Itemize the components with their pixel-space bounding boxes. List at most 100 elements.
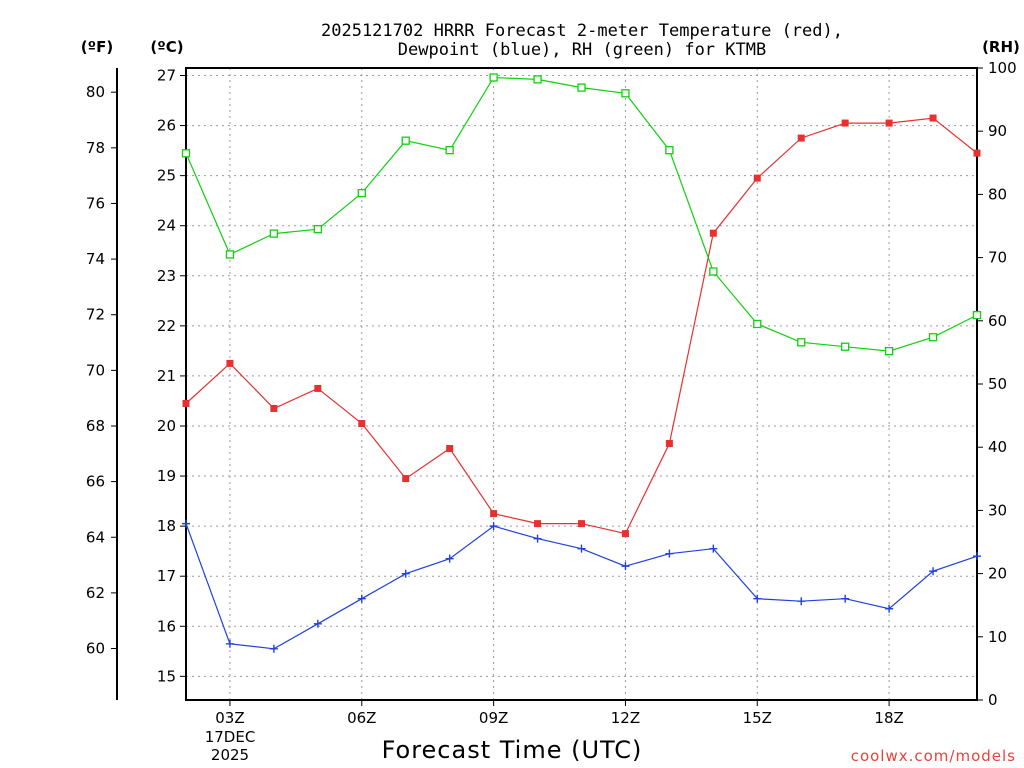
fahrenheit-axis-label: (ºF) xyxy=(81,38,113,56)
fahrenheit-ticks: 60 62 64 66 68 70 72 74 76 78 80 xyxy=(86,83,117,658)
fahrenheit-tick-label: 60 xyxy=(86,640,105,658)
relative_humidity-point xyxy=(665,146,674,155)
x-tick-label: 06Z xyxy=(347,709,376,727)
relative_humidity-point xyxy=(928,333,938,342)
rh-tick-label: 10 xyxy=(988,628,1007,646)
relative_humidity-point xyxy=(621,89,630,98)
dewpoint-point xyxy=(709,544,718,553)
date-label-day: 17DEC xyxy=(205,728,256,746)
rh-axis-label: (RH) xyxy=(982,38,1020,56)
dewpoint-point xyxy=(841,594,850,603)
relative_humidity-point xyxy=(841,342,850,351)
series-lines xyxy=(185,76,978,650)
temperature-point xyxy=(402,475,410,483)
dewpoint-point xyxy=(225,639,234,648)
celsius-tick-label: 25 xyxy=(157,167,176,185)
celsius-tick-label: 19 xyxy=(157,467,176,485)
fahrenheit-tick-label: 76 xyxy=(86,194,105,212)
temperature-point xyxy=(885,119,893,127)
rh-tick-label: 60 xyxy=(988,312,1007,330)
temperature-point xyxy=(534,520,542,528)
dewpoint-point xyxy=(489,522,498,531)
rh-tick-label: 80 xyxy=(988,185,1007,203)
rh-ticks: 0 10 20 30 40 50 60 70 80 90 100 xyxy=(977,59,1017,709)
relative_humidity-point xyxy=(972,310,982,320)
temperature-point xyxy=(182,399,190,407)
fahrenheit-tick-label: 70 xyxy=(86,361,105,379)
relative_humidity-point xyxy=(489,73,498,82)
relative_humidity-point xyxy=(884,346,894,356)
fahrenheit-tick-label: 62 xyxy=(86,584,105,602)
celsius-tick-label: 20 xyxy=(157,417,176,435)
temperature-point xyxy=(578,520,585,528)
dewpoint-point xyxy=(885,604,894,613)
temperature-point xyxy=(797,134,805,142)
temperature-point xyxy=(490,510,498,518)
series-markers xyxy=(181,73,982,653)
gridlines xyxy=(186,68,977,700)
celsius-tick-label: 17 xyxy=(157,567,176,585)
fahrenheit-tick-label: 66 xyxy=(86,473,105,491)
temperature-point xyxy=(841,119,849,127)
dewpoint-point xyxy=(973,552,981,561)
x-tick-label: 03Z xyxy=(215,709,244,727)
x-tick-label: 12Z xyxy=(611,709,640,727)
temperature-point xyxy=(929,114,937,122)
fahrenheit-tick-label: 80 xyxy=(86,83,105,101)
temperature-point xyxy=(314,384,322,392)
relative_humidity-point xyxy=(269,229,279,238)
temperature-point xyxy=(621,530,629,538)
dewpoint-point xyxy=(929,567,938,576)
plot-frame xyxy=(185,67,978,701)
dewpoint-point xyxy=(182,519,190,528)
relative_humidity-point xyxy=(577,83,586,92)
x-ticks: 03Z 06Z 09Z 12Z 15Z 18Z xyxy=(215,700,904,727)
x-tick-label: 18Z xyxy=(874,709,903,727)
celsius-tick-label: 18 xyxy=(157,517,176,535)
celsius-tick-label: 15 xyxy=(157,667,176,685)
x-tick-label: 09Z xyxy=(479,709,508,727)
rh-tick-label: 100 xyxy=(988,59,1017,77)
relative_humidity-point xyxy=(445,146,454,155)
temperature-point xyxy=(226,359,234,367)
watermark: coolwx.com/models xyxy=(851,747,1016,765)
celsius-axis-label: (ºC) xyxy=(150,38,183,56)
dewpoint-point xyxy=(269,644,278,653)
temperature-point xyxy=(753,174,761,182)
temperature-point xyxy=(270,404,278,412)
celsius-ticks: 15 16 17 18 19 20 21 22 23 24 25 26 27 xyxy=(157,67,186,685)
relative_humidity-point xyxy=(709,267,718,276)
celsius-tick-label: 23 xyxy=(157,267,176,285)
relative_humidity-point xyxy=(225,250,235,259)
rh-tick-label: 20 xyxy=(988,565,1007,583)
dewpoint-point xyxy=(401,569,410,578)
dewpoint-point xyxy=(357,594,366,603)
dewpoint-point xyxy=(313,619,322,628)
temperature-point xyxy=(709,229,717,237)
rh-tick-label: 50 xyxy=(988,375,1007,393)
celsius-tick-label: 16 xyxy=(157,617,176,635)
celsius-tick-label: 21 xyxy=(157,367,176,385)
celsius-tick-label: 26 xyxy=(157,117,176,135)
rh-tick-label: 70 xyxy=(988,249,1007,267)
temperature-point xyxy=(973,149,981,157)
x-axis-title: Forecast Time (UTC) xyxy=(382,736,643,764)
dewpoint-point xyxy=(665,549,674,558)
dewpoint-point xyxy=(797,597,806,606)
dewpoint-line xyxy=(185,523,978,650)
fahrenheit-tick-label: 74 xyxy=(86,250,105,268)
relative_humidity-point xyxy=(401,136,410,145)
rh-tick-label: 0 xyxy=(988,691,998,709)
date-label-year: 2025 xyxy=(211,746,249,764)
rh-tick-label: 30 xyxy=(988,501,1007,519)
fahrenheit-tick-label: 78 xyxy=(86,139,105,157)
relative_humidity-point xyxy=(181,149,191,158)
relative_humidity-point xyxy=(533,75,542,84)
dewpoint-point xyxy=(445,554,454,563)
dewpoint-point xyxy=(577,544,586,553)
relative_humidity-point xyxy=(753,319,762,329)
relative_humidity-line xyxy=(185,76,978,352)
celsius-tick-label: 22 xyxy=(157,317,176,335)
relative_humidity-point xyxy=(797,338,806,347)
